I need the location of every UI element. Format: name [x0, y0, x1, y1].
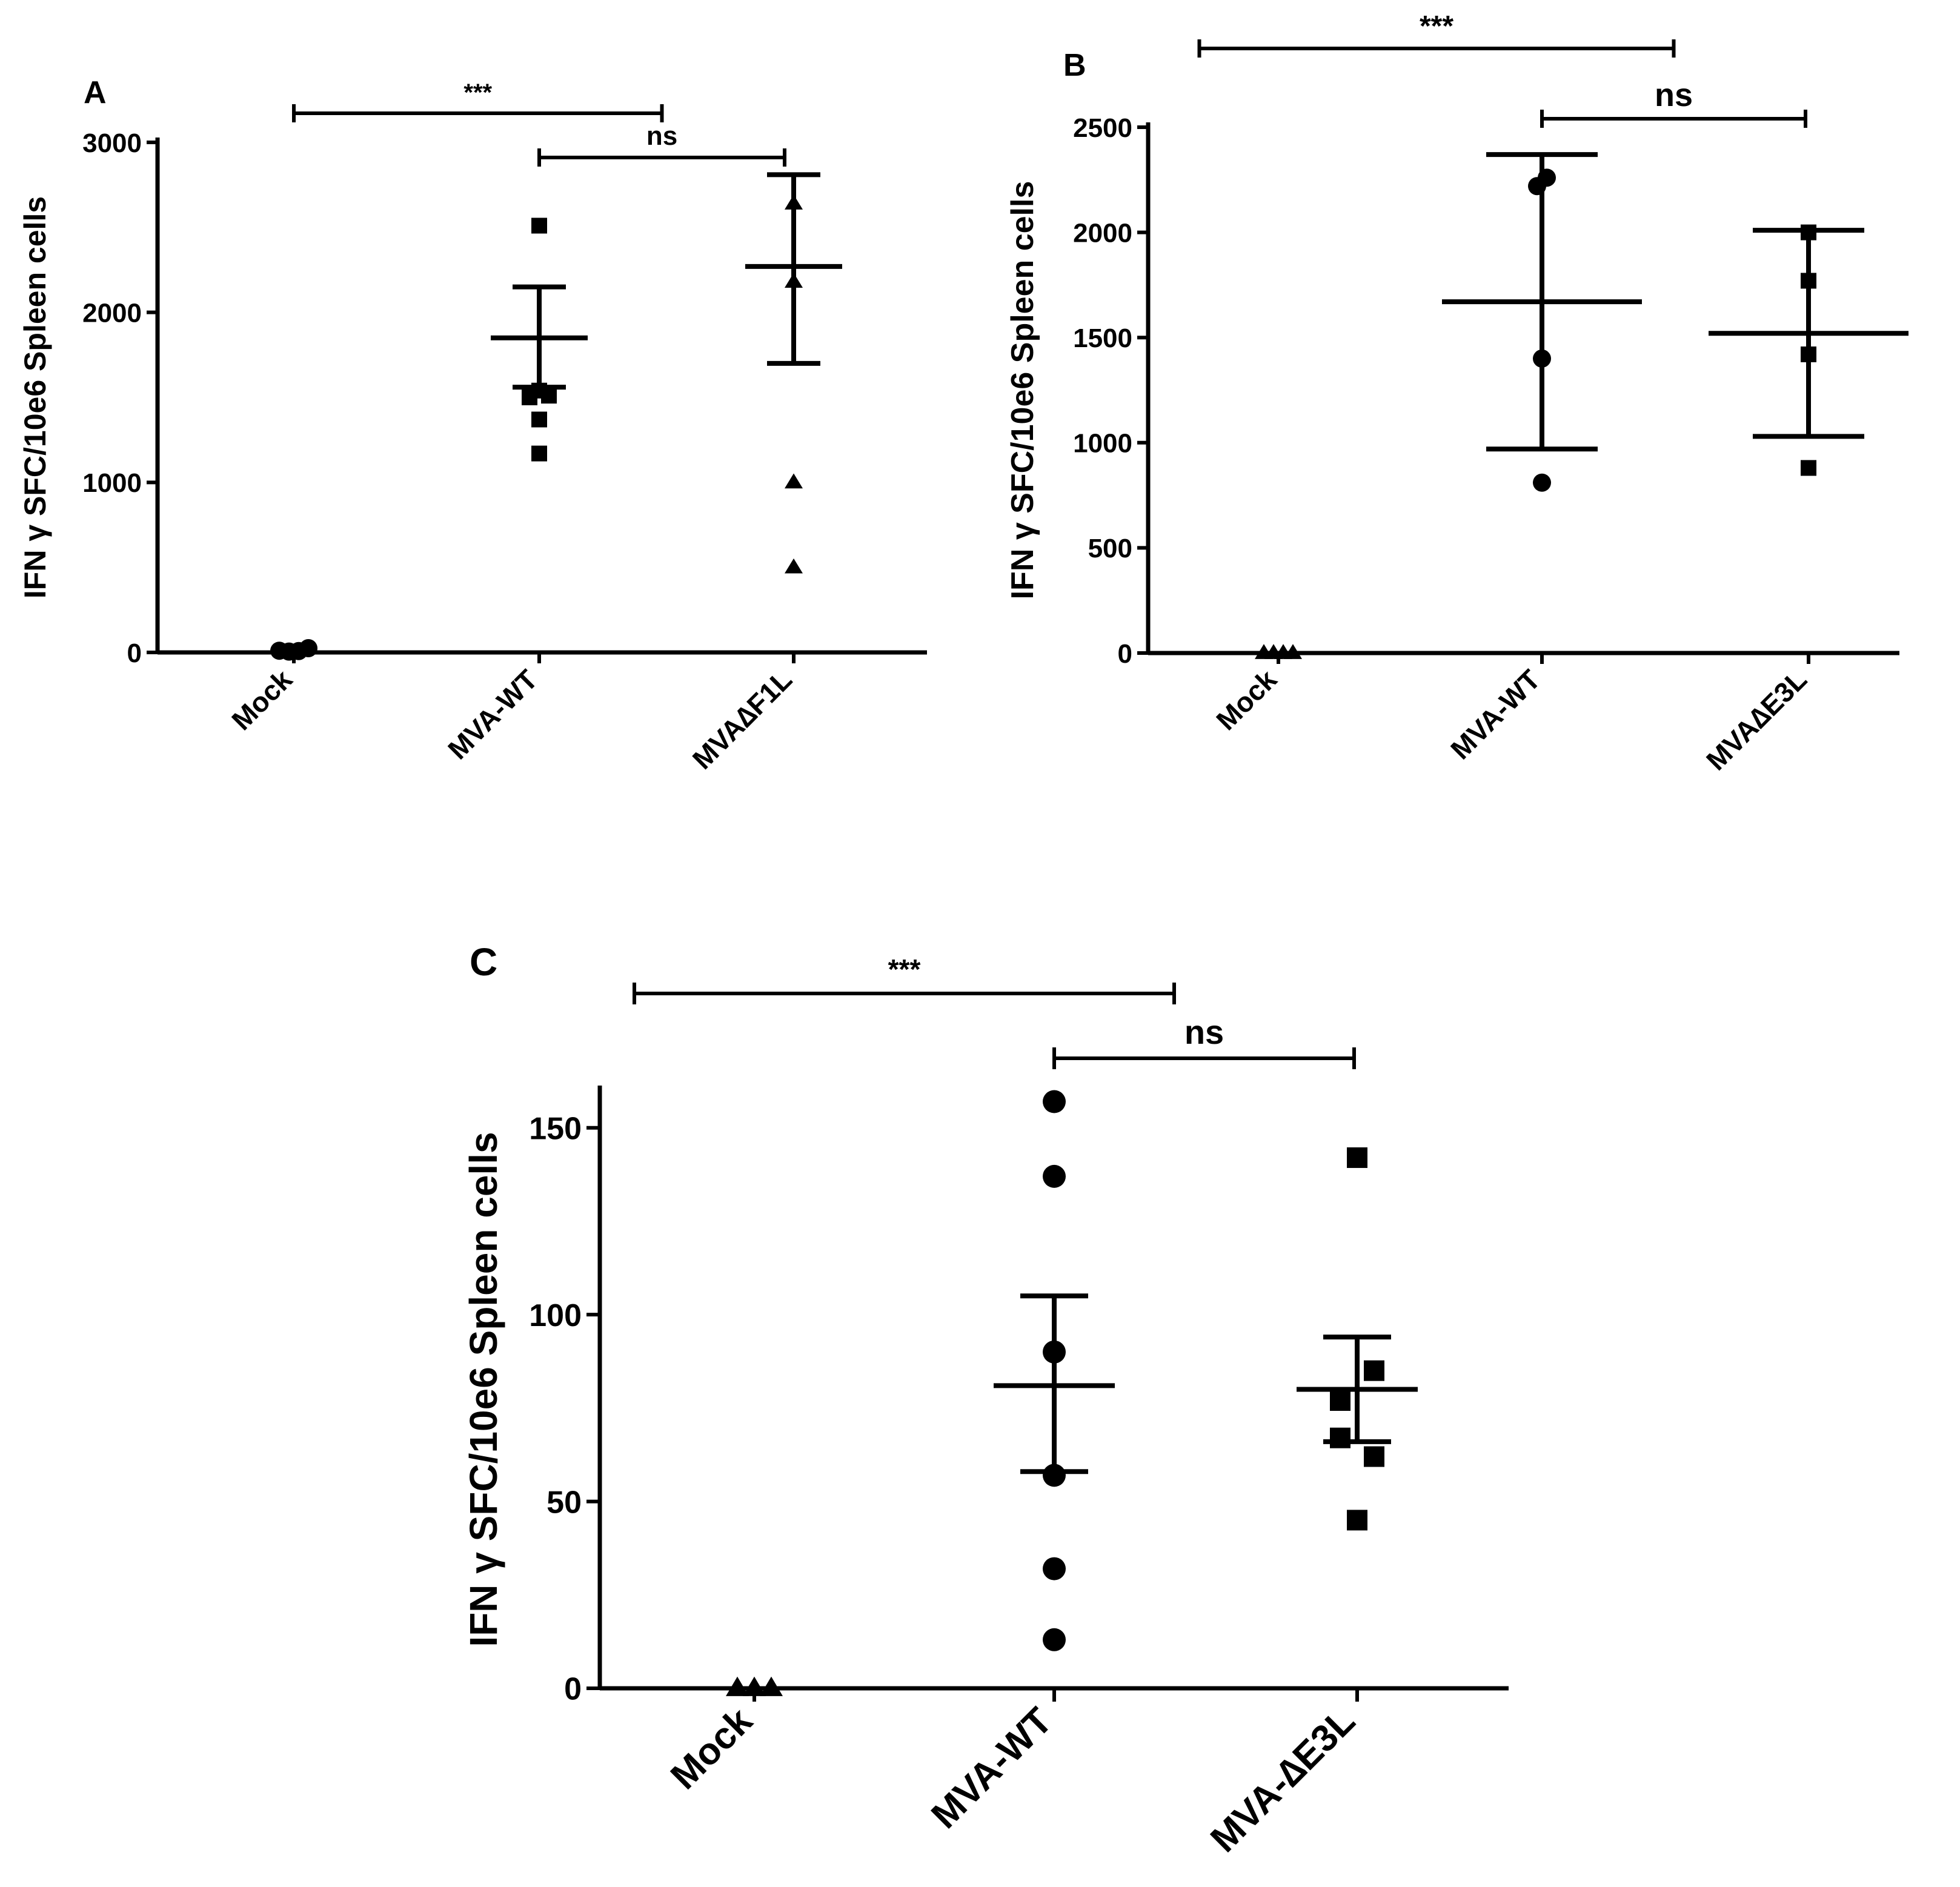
data-point	[1538, 168, 1556, 187]
panel-label: B	[1063, 48, 1086, 83]
panel-b: 0 500 1000 1500 2000 2500 IFN γ SFC/10e6 Splee…	[1005, 10, 1909, 776]
data-point	[531, 445, 547, 462]
y-axis-label: IFN γ SFC/10e6 Spleen cells	[18, 196, 52, 599]
data-point	[760, 1676, 783, 1696]
significance-label: ***	[888, 953, 921, 985]
panel-label: A	[84, 75, 107, 110]
data-point	[1043, 1464, 1066, 1487]
data-point	[1330, 1390, 1350, 1411]
panel-label: C	[470, 940, 497, 984]
data-point	[785, 194, 803, 210]
data-point	[785, 273, 803, 288]
y-tick-label: 2500	[1073, 113, 1132, 143]
panel-a: 0 1000 2000 3000 IFN γ SFC/10e6 Spleen cells…	[18, 75, 927, 775]
y-tick-label: 2000	[82, 299, 142, 328]
data-point	[1364, 1360, 1384, 1381]
data-point	[1801, 460, 1816, 476]
data-point	[1330, 1427, 1350, 1448]
data-point	[1043, 1340, 1066, 1364]
x-tick-label: MVA∆F1L	[686, 663, 798, 775]
y-tick-label: 1000	[1073, 429, 1132, 459]
y-tick-label: 500	[1088, 534, 1132, 563]
data-point	[531, 217, 547, 234]
data-point	[1347, 1147, 1367, 1169]
data-point	[531, 411, 547, 428]
data-point	[785, 473, 803, 489]
significance-label: ns	[646, 121, 677, 151]
y-tick-label: 0	[564, 1672, 582, 1707]
y-axis-label: IFN γ SFC/10e6 Spleen cells	[1005, 181, 1040, 600]
y-tick-label: 0	[1118, 639, 1132, 669]
data-point	[1347, 1510, 1367, 1531]
data-point	[1801, 224, 1816, 240]
x-tick-label: MVA-WT	[442, 663, 543, 765]
data-point	[1801, 346, 1816, 362]
y-tick-label: 50	[546, 1485, 582, 1520]
significance-label: ***	[1420, 10, 1453, 42]
data-point	[299, 638, 317, 657]
panel-c: 0 50 100 150 IFN γ SFC/10e6 Spleen cells C Moc…	[462, 940, 1509, 1860]
data-point	[1364, 1446, 1384, 1467]
y-tick-label: 0	[127, 638, 142, 668]
significance-label: ***	[463, 79, 492, 106]
y-axis-label: IFN γ SFC/10e6 Spleen cells	[462, 1132, 505, 1647]
x-tick-label: MVA∆E3L	[1700, 663, 1813, 776]
x-tick-label: MVA-WT	[923, 1700, 1060, 1837]
x-tick-label: Mock	[1210, 663, 1283, 736]
x-tick-label: MVA-WT	[1444, 663, 1546, 765]
data-point	[743, 1676, 766, 1696]
y-tick-label: 1500	[1073, 323, 1132, 353]
y-tick-label: 3000	[82, 128, 142, 158]
data-point	[1801, 273, 1816, 289]
y-tick-label: 1000	[82, 468, 142, 498]
x-tick-label: Mock	[225, 663, 298, 736]
y-tick-label: 100	[529, 1298, 582, 1333]
y-tick-label: 2000	[1073, 218, 1132, 248]
data-point	[541, 388, 557, 404]
data-point	[726, 1676, 749, 1696]
data-point	[1284, 644, 1302, 659]
data-point	[522, 390, 537, 405]
y-tick-label: 150	[529, 1111, 582, 1146]
data-point	[1533, 349, 1551, 368]
data-point	[1533, 473, 1551, 492]
x-tick-label: MVA-∆E3L	[1203, 1700, 1363, 1860]
significance-label: ns	[1655, 77, 1693, 113]
x-tick-label: Mock	[663, 1700, 760, 1797]
data-point	[785, 558, 803, 574]
data-point	[1043, 1090, 1066, 1113]
data-point	[1043, 1628, 1066, 1651]
data-point	[1043, 1164, 1066, 1188]
significance-label: ns	[1184, 1013, 1224, 1051]
data-point	[1043, 1557, 1066, 1580]
